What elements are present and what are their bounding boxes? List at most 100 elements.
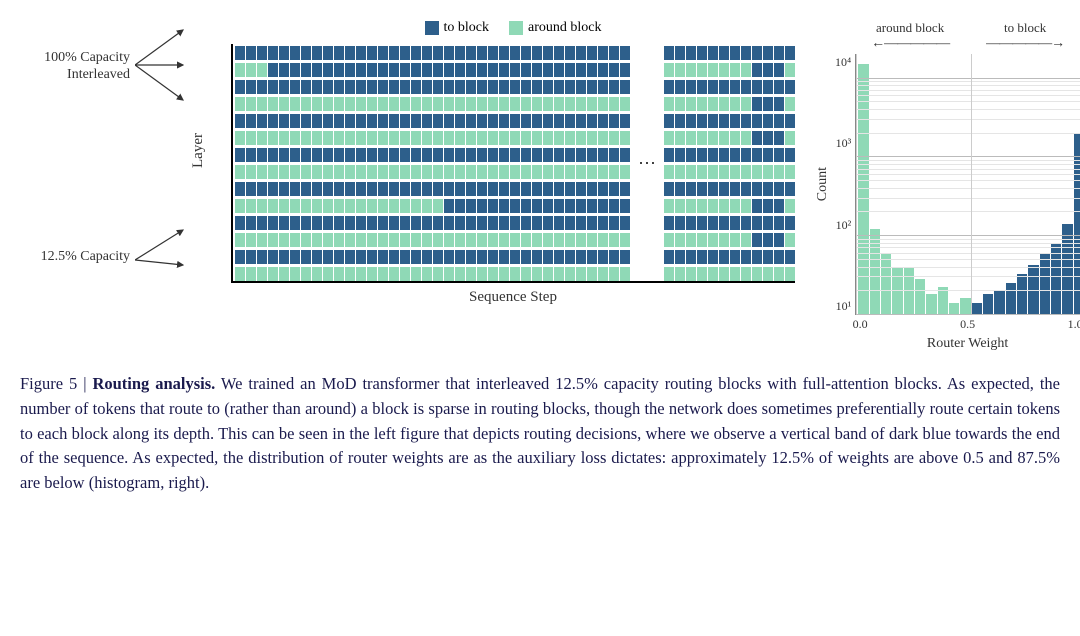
- label-100-line2: Interleaved: [67, 67, 130, 82]
- heatmap-cell: [466, 148, 476, 162]
- hist-gridline-h: [856, 160, 1080, 161]
- heatmap-cell: [774, 131, 784, 145]
- heatmap-cell: [565, 216, 575, 230]
- heatmap-cell: [543, 165, 553, 179]
- heatmap-cell: [587, 182, 597, 196]
- heatmap-cell: [664, 182, 674, 196]
- hist-gridline-h: [856, 267, 1080, 268]
- heatmap-cell: [345, 80, 355, 94]
- heatmap-cell: [400, 267, 410, 281]
- heatmap-cell: [367, 182, 377, 196]
- heatmap-cell: [235, 165, 245, 179]
- heatmap-cell: [543, 233, 553, 247]
- heatmap-cell: [730, 267, 740, 281]
- heatmap-cell: [697, 114, 707, 128]
- heatmap-cell: [587, 114, 597, 128]
- heatmap-cell: [521, 63, 531, 77]
- hist-gridline-h: [856, 235, 1080, 236]
- heatmap-cell: [554, 267, 564, 281]
- heatmap-cell: [532, 148, 542, 162]
- heatmap-cell: [356, 97, 366, 111]
- heatmap-cell: [356, 148, 366, 162]
- heatmap-cell: [246, 182, 256, 196]
- heatmap-cell: [741, 131, 751, 145]
- heatmap-cell: [389, 216, 399, 230]
- heatmap-cell: [411, 131, 421, 145]
- heatmap-cell: [312, 80, 322, 94]
- heatmap-cell: [477, 250, 487, 264]
- heatmap-cell: [554, 114, 564, 128]
- heatmap-cell: [455, 216, 465, 230]
- heatmap-cell: [554, 148, 564, 162]
- heatmap-cell: [609, 80, 619, 94]
- hist-area: Count 10⁴10³10²10¹: [815, 54, 1080, 315]
- heatmap-cell: [587, 148, 597, 162]
- heatmap-cell: [433, 114, 443, 128]
- heatmap-cell: [752, 97, 762, 111]
- heatmap-row: [235, 199, 630, 213]
- heatmap-cell: [708, 165, 718, 179]
- heatmap-cell: [290, 199, 300, 213]
- heatmap-cell: [444, 97, 454, 111]
- heatmap-cell: [675, 97, 685, 111]
- heatmap-cell: [312, 131, 322, 145]
- heatmap-cell: [433, 216, 443, 230]
- heatmap-cell: [686, 216, 696, 230]
- hist-gridline-h: [856, 247, 1080, 248]
- hist-x-tick: 1.0: [1068, 317, 1080, 332]
- heatmap-cell: [257, 148, 267, 162]
- heatmap-cell: [598, 148, 608, 162]
- heatmap-cell: [400, 131, 410, 145]
- heatmap-cell: [598, 267, 608, 281]
- heatmap-cell: [455, 97, 465, 111]
- heatmap-cell: [367, 216, 377, 230]
- hist-gridline-h: [856, 78, 1080, 79]
- heatmap-cell: [466, 250, 476, 264]
- heatmap-cell: [301, 182, 311, 196]
- heatmap-cell: [543, 199, 553, 213]
- hist-gridline-h: [856, 109, 1080, 110]
- heatmap-cell: [609, 148, 619, 162]
- heatmap-cell: [719, 199, 729, 213]
- x-axis-label-sequence: Sequence Step: [469, 289, 557, 306]
- heatmap-cell: [499, 46, 509, 60]
- heatmap-cell: [499, 250, 509, 264]
- heatmap-cell: [400, 97, 410, 111]
- heatmap-cell: [345, 182, 355, 196]
- heatmap-cell: [290, 182, 300, 196]
- heatmap-cell: [576, 46, 586, 60]
- heatmap-cell: [466, 165, 476, 179]
- heatmap-cell: [521, 131, 531, 145]
- heatmap-cell: [323, 165, 333, 179]
- heatmap-cell: [730, 148, 740, 162]
- heatmap-cell: [741, 165, 751, 179]
- heatmap-cell: [290, 46, 300, 60]
- hist-gridline-h: [856, 85, 1080, 86]
- heatmap-cell: [763, 114, 773, 128]
- heatmap-cell: [268, 199, 278, 213]
- hist-bar: [994, 290, 1004, 314]
- heatmap-cell: [444, 148, 454, 162]
- legend-around-block: around block: [509, 20, 601, 36]
- heatmap-cell: [323, 131, 333, 145]
- heatmap-cell: [565, 114, 575, 128]
- heatmap-cell: [609, 46, 619, 60]
- heatmap-cell: [356, 131, 366, 145]
- heatmap-row: [235, 63, 630, 77]
- heatmap-cell: [598, 216, 608, 230]
- hist-bar: [983, 294, 993, 314]
- heatmap-cell: [708, 216, 718, 230]
- heatmap-cell: [466, 46, 476, 60]
- heatmap-cell: [532, 80, 542, 94]
- heatmap-cell: [301, 114, 311, 128]
- heatmap-cell: [565, 250, 575, 264]
- heatmap-cell: [675, 182, 685, 196]
- heatmap-cell: [378, 233, 388, 247]
- heatmap-cell: [620, 216, 630, 230]
- hist-gridline-h: [856, 211, 1080, 212]
- heatmap-cell: [323, 182, 333, 196]
- heatmap-cell: [697, 250, 707, 264]
- heatmap-cell: [367, 114, 377, 128]
- heatmap-cell: [433, 80, 443, 94]
- heatmap-cell: [664, 216, 674, 230]
